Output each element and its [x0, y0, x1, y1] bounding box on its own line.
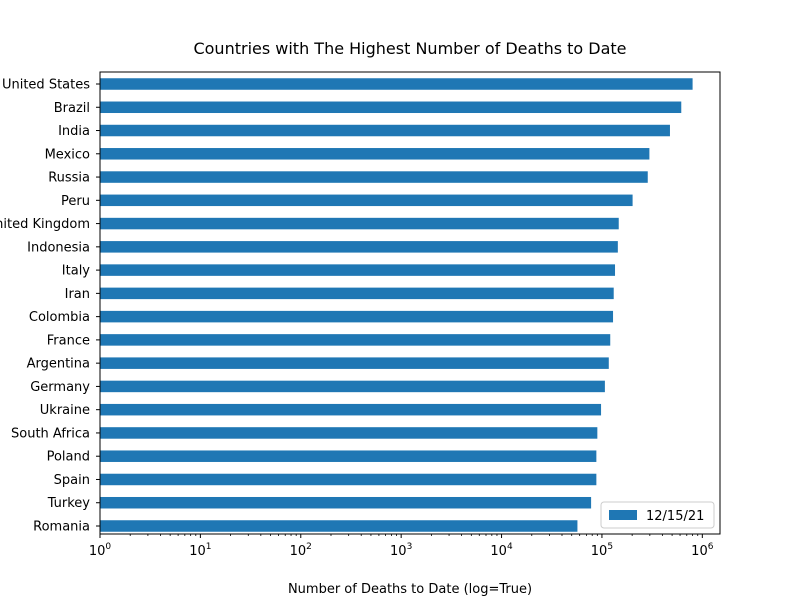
bar: [100, 171, 648, 183]
x-tick-label: 102: [290, 542, 312, 559]
y-tick-label: Poland: [47, 450, 90, 465]
x-tick-label: 106: [691, 542, 714, 559]
bar: [100, 380, 605, 393]
y-tick-label: Iran: [65, 287, 90, 302]
bar: [100, 241, 618, 253]
y-tick-label: Indonesia: [27, 240, 90, 255]
plot-frame: [99, 71, 721, 535]
y-tick-label: Ukraine: [40, 403, 90, 418]
y-tick-label: United States: [2, 78, 90, 93]
y-tick-label: Turkey: [47, 496, 91, 511]
y-tick-label: Colombia: [29, 310, 90, 325]
bar: [100, 194, 633, 207]
y-tick-label: Spain: [54, 473, 90, 488]
y-tick-label: Russia: [48, 171, 90, 186]
x-tick-label: 104: [490, 542, 513, 559]
y-tick-label: India: [58, 124, 90, 139]
bars-group: [100, 78, 693, 532]
x-axis-label: Number of Deaths to Date (log=True): [288, 582, 532, 597]
legend-label: 12/15/21: [646, 509, 704, 524]
legend-swatch: [609, 510, 637, 520]
y-tick-label: Mexico: [45, 147, 90, 162]
bar: [100, 403, 602, 416]
y-tick-label: France: [47, 333, 90, 348]
x-axis: 100 101 102 103 104 105 106: [89, 534, 714, 559]
bar: [100, 520, 578, 532]
bar: [100, 101, 682, 114]
x-tick-label: 100: [89, 542, 112, 559]
bar: [100, 310, 614, 323]
bar: [100, 148, 650, 160]
bar: [100, 217, 619, 230]
x-tick-label: 105: [591, 542, 613, 559]
y-tick-label: United Kingdom: [0, 217, 90, 232]
bar: [100, 334, 611, 346]
y-tick-label: South Africa: [11, 426, 90, 441]
bar: [100, 78, 693, 90]
legend-box: [600, 501, 715, 529]
y-tick-label: Argentina: [27, 357, 90, 372]
bar: [100, 427, 598, 439]
y-tick-label: Brazil: [54, 101, 90, 116]
bar: [100, 124, 670, 137]
y-tick-label: Peru: [61, 194, 90, 209]
y-tick-label: Germany: [30, 380, 90, 395]
bar: [100, 357, 609, 369]
bar: [100, 496, 592, 509]
legend: 12/15/21: [600, 501, 715, 529]
x-tick-label: 103: [390, 542, 412, 559]
bar: [100, 473, 597, 486]
bar: [100, 264, 616, 276]
y-tick-label: Romania: [33, 520, 90, 535]
y-axis: United States Brazil India Mexico Russia Peru…: [0, 78, 100, 535]
bar: [100, 450, 597, 462]
bar: [100, 287, 614, 300]
y-tick-label: Italy: [62, 264, 91, 279]
chart-title: Countries with The Highest Number of Dea…: [193, 39, 626, 58]
x-tick-label: 101: [189, 542, 211, 559]
plot-area: [100, 72, 720, 534]
